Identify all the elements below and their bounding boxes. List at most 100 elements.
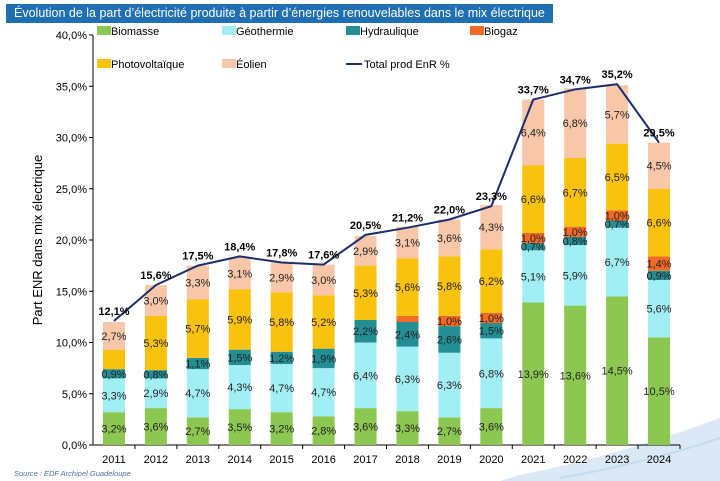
x-tick-label: 2022 (563, 454, 587, 466)
data-label: 4,7% (269, 383, 294, 395)
data-label: 2,9% (353, 246, 378, 258)
data-label: 3,5% (227, 422, 252, 434)
bar-segment-biomasse (144, 408, 167, 445)
total-label: 12,1% (98, 306, 129, 318)
data-label: 13,9% (518, 369, 549, 381)
bar-segment-biogaz (522, 232, 545, 244)
total-label: 15,6% (140, 270, 171, 282)
bar-segment-photovoltaïque (438, 256, 461, 316)
bar-segment-biomasse (648, 337, 671, 445)
legend-swatch (346, 26, 360, 35)
data-label: 6,7% (605, 257, 630, 269)
data-label: 1,9% (311, 353, 336, 365)
bar-segment-photovoltaïque (564, 158, 587, 227)
data-label: 6,8% (479, 368, 504, 380)
data-label: 0,9% (101, 369, 126, 381)
data-label: 1,0% (437, 316, 462, 328)
background-decoration (500, 418, 720, 481)
bar-segment-géothermie (648, 279, 671, 338)
bar-segment-biomasse (228, 409, 251, 445)
bar-segment-biomasse (396, 411, 419, 445)
bar-segment-géothermie (102, 378, 125, 413)
y-tick-label: 25,0% (56, 184, 87, 196)
y-axis-title: Part ENR dans mix électrique (30, 155, 45, 326)
legend-label: Éolien (236, 58, 267, 71)
data-label: 5,1% (521, 271, 546, 283)
x-tick-label: 2011 (102, 454, 126, 466)
bar-segment-hydraulique (354, 319, 377, 343)
data-label: 6,4% (353, 370, 378, 382)
data-label: 2,7% (101, 331, 126, 343)
data-label: 2,4% (395, 329, 420, 341)
bar-segment-biomasse (186, 417, 209, 445)
legend-label: Hydraulique (360, 26, 419, 38)
bar-segment-hydraulique (480, 323, 503, 339)
bar-segment-géothermie (606, 227, 629, 297)
bar-segment-géothermie (270, 364, 293, 413)
bar-segment-hydraulique (522, 243, 545, 251)
data-label: 2,2% (353, 326, 378, 338)
bar-segment-hydraulique (396, 322, 419, 347)
data-label: 13,6% (560, 370, 591, 382)
bar-segment-éolien (354, 235, 377, 266)
data-label: 2,9% (269, 272, 294, 284)
bar-segment-biogaz (438, 315, 461, 327)
data-label: 5,7% (185, 324, 210, 336)
bar-segment-géothermie (228, 365, 251, 410)
data-label: 3,2% (101, 424, 126, 436)
bar-segment-géothermie (522, 250, 545, 303)
bar-segment-géothermie (438, 352, 461, 418)
bar-segment-éolien (564, 88, 587, 158)
bar-segment-hydraulique (564, 236, 587, 246)
bar-segment-photovoltaïque (354, 265, 377, 320)
bar-segment-éolien (438, 219, 461, 257)
data-label: 3,6% (437, 233, 462, 245)
bar-segment-biogaz (396, 315, 419, 322)
bar-segment-éolien (186, 265, 209, 300)
data-label: 5,3% (353, 288, 378, 300)
data-label: 0,9% (646, 270, 671, 282)
bar-segment-photovoltaïque (144, 315, 167, 371)
bar-segment-géothermie (312, 368, 335, 417)
bar-segment-biomasse (312, 416, 335, 445)
y-tick-label: 35,0% (56, 81, 87, 93)
x-tick-label: 2020 (479, 454, 503, 466)
data-label: 4,3% (227, 382, 252, 394)
bar-segment-biomasse (522, 302, 545, 445)
bar-segment-photovoltaïque (270, 292, 293, 352)
total-label: 35,2% (602, 69, 633, 81)
legend-label: Photovoltaïque (111, 59, 184, 71)
bar-segment-hydraulique (312, 348, 335, 369)
data-label: 5,6% (395, 282, 420, 294)
bars (102, 85, 671, 445)
bar-segment-éolien (228, 257, 251, 290)
data-label: 3,3% (395, 423, 420, 435)
total-line (113, 83, 660, 322)
y-tick-label: 40,0% (56, 30, 87, 42)
bar-segment-biomasse (270, 412, 293, 445)
source-note: Source : EDF Archipel Guadeloupe (14, 469, 131, 478)
bar-segment-biogaz (564, 226, 587, 237)
bar-segment-biomasse (480, 408, 503, 445)
data-label: 3,3% (101, 390, 126, 402)
bar-segment-hydraulique (270, 351, 293, 365)
y-tick-label: 20,0% (56, 235, 87, 247)
data-label: 5,6% (646, 304, 671, 316)
x-tick-label: 2016 (311, 454, 335, 466)
x-tick-label: 2014 (228, 454, 252, 466)
bar-segment-géothermie (564, 245, 587, 306)
y-tick-label: 15,0% (56, 286, 87, 298)
bar-segment-photovoltaïque (102, 349, 125, 370)
data-label: 1,0% (605, 210, 630, 222)
data-label: 1,0% (479, 313, 504, 325)
legend-swatch (97, 26, 111, 35)
y-tick-label: 30,0% (56, 133, 87, 145)
data-label: 3,6% (353, 422, 378, 434)
data-label: 1,5% (227, 352, 252, 364)
total-label: 29,5% (643, 128, 674, 140)
bar-segment-biomasse (606, 296, 629, 445)
decorative-swoosh-line (559, 437, 720, 479)
bar-segment-éolien (480, 205, 503, 250)
legend-swatch (470, 26, 484, 35)
